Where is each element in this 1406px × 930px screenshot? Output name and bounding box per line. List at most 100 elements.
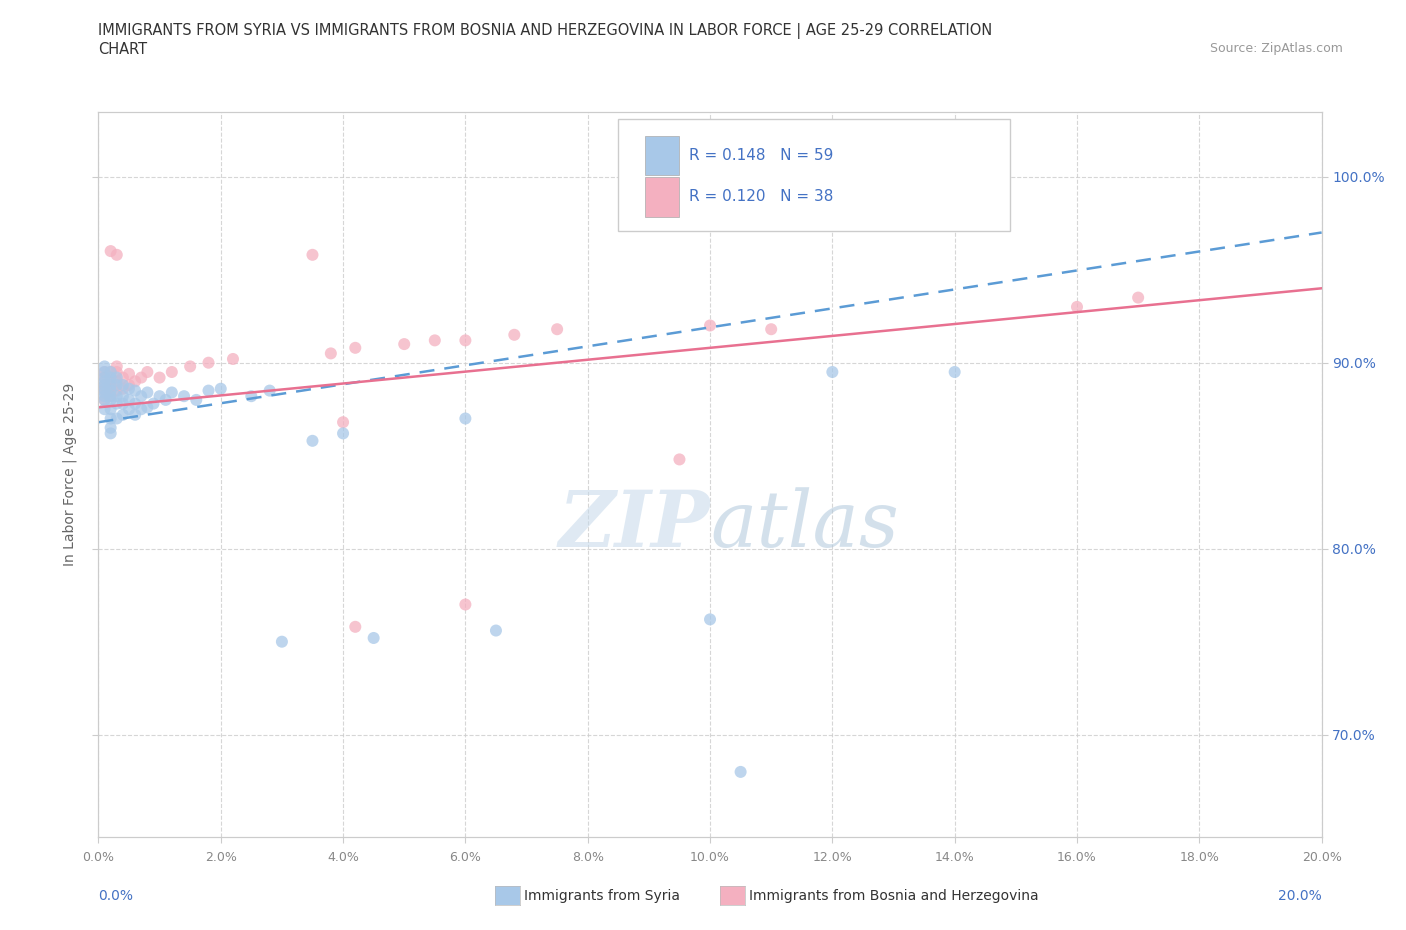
Point xyxy=(129,370,152,385)
Point xyxy=(105,378,128,392)
Point xyxy=(136,365,159,379)
Text: 0.0%: 0.0% xyxy=(83,851,114,864)
Point xyxy=(197,355,219,370)
Point xyxy=(111,396,134,411)
Point xyxy=(129,389,152,404)
Point xyxy=(105,374,128,389)
Point xyxy=(100,411,122,426)
Point xyxy=(179,359,201,374)
Point xyxy=(93,378,115,392)
Point xyxy=(259,383,281,398)
Point xyxy=(423,333,446,348)
Point xyxy=(105,359,128,374)
Point xyxy=(173,389,195,404)
Text: 2.0%: 2.0% xyxy=(205,851,236,864)
Point xyxy=(93,374,115,389)
Point xyxy=(93,370,115,385)
Point xyxy=(124,374,146,389)
Point xyxy=(1128,290,1150,305)
Text: 10.0%: 10.0% xyxy=(690,851,730,864)
Point xyxy=(149,370,172,385)
Point xyxy=(454,411,477,426)
Point xyxy=(699,318,721,333)
Text: CHART: CHART xyxy=(98,42,148,57)
Point xyxy=(392,337,416,352)
Point xyxy=(699,612,721,627)
Point xyxy=(100,365,122,379)
Point xyxy=(93,365,115,379)
Point xyxy=(124,396,146,411)
Point xyxy=(209,381,232,396)
Point xyxy=(105,247,128,262)
Point xyxy=(100,374,122,389)
Point xyxy=(93,389,115,404)
Point xyxy=(136,385,159,400)
Point xyxy=(100,392,122,407)
Point xyxy=(93,381,115,396)
Point xyxy=(93,383,115,398)
Point xyxy=(155,392,177,407)
Text: 12.0%: 12.0% xyxy=(813,851,852,864)
Text: 4.0%: 4.0% xyxy=(328,851,359,864)
Point xyxy=(118,378,141,392)
Point xyxy=(100,389,122,404)
Point xyxy=(105,365,128,379)
Point xyxy=(93,392,115,407)
Point xyxy=(546,322,568,337)
Point xyxy=(240,389,263,404)
Point xyxy=(93,385,115,400)
Point xyxy=(100,383,122,398)
Text: R = 0.148   N = 59: R = 0.148 N = 59 xyxy=(689,148,834,163)
Point xyxy=(100,370,122,385)
Point xyxy=(100,244,122,259)
Point xyxy=(197,383,219,398)
Point xyxy=(105,389,128,404)
Point xyxy=(118,392,141,407)
Point xyxy=(454,333,477,348)
Point xyxy=(124,407,146,422)
Text: Immigrants from Bosnia and Herzegovina: Immigrants from Bosnia and Herzegovina xyxy=(749,888,1039,903)
Point xyxy=(118,366,141,381)
Point xyxy=(730,764,752,779)
Point xyxy=(160,365,183,379)
Text: 18.0%: 18.0% xyxy=(1180,851,1219,864)
Text: 0.0%: 0.0% xyxy=(98,888,134,903)
Point xyxy=(105,411,128,426)
Point xyxy=(332,426,354,441)
Point xyxy=(821,365,844,379)
Point xyxy=(100,402,122,417)
Text: 20.0%: 20.0% xyxy=(1302,851,1341,864)
FancyBboxPatch shape xyxy=(645,136,679,176)
Point xyxy=(301,433,323,448)
Point xyxy=(363,631,385,645)
Point xyxy=(93,402,115,417)
Text: 6.0%: 6.0% xyxy=(450,851,481,864)
Text: R = 0.120   N = 38: R = 0.120 N = 38 xyxy=(689,189,834,204)
Point xyxy=(93,359,115,374)
Text: 14.0%: 14.0% xyxy=(935,851,974,864)
Point xyxy=(124,383,146,398)
Point xyxy=(1066,299,1088,314)
Point xyxy=(454,597,477,612)
Point xyxy=(186,392,208,407)
Point xyxy=(111,381,134,396)
Y-axis label: In Labor Force | Age 25-29: In Labor Force | Age 25-29 xyxy=(62,382,77,566)
Text: 8.0%: 8.0% xyxy=(572,851,603,864)
Point xyxy=(344,619,367,634)
Point xyxy=(111,370,134,385)
Point xyxy=(142,396,165,411)
Point xyxy=(759,322,782,337)
Point xyxy=(503,327,526,342)
Text: 20.0%: 20.0% xyxy=(1278,888,1322,903)
Point xyxy=(485,623,508,638)
Point xyxy=(111,389,134,404)
Point xyxy=(100,378,122,392)
Point xyxy=(118,402,141,417)
Point xyxy=(93,392,115,407)
Point xyxy=(100,381,122,396)
Point xyxy=(100,365,122,379)
Point xyxy=(100,426,122,441)
Point xyxy=(332,415,354,430)
Point xyxy=(160,385,183,400)
FancyBboxPatch shape xyxy=(645,177,679,217)
